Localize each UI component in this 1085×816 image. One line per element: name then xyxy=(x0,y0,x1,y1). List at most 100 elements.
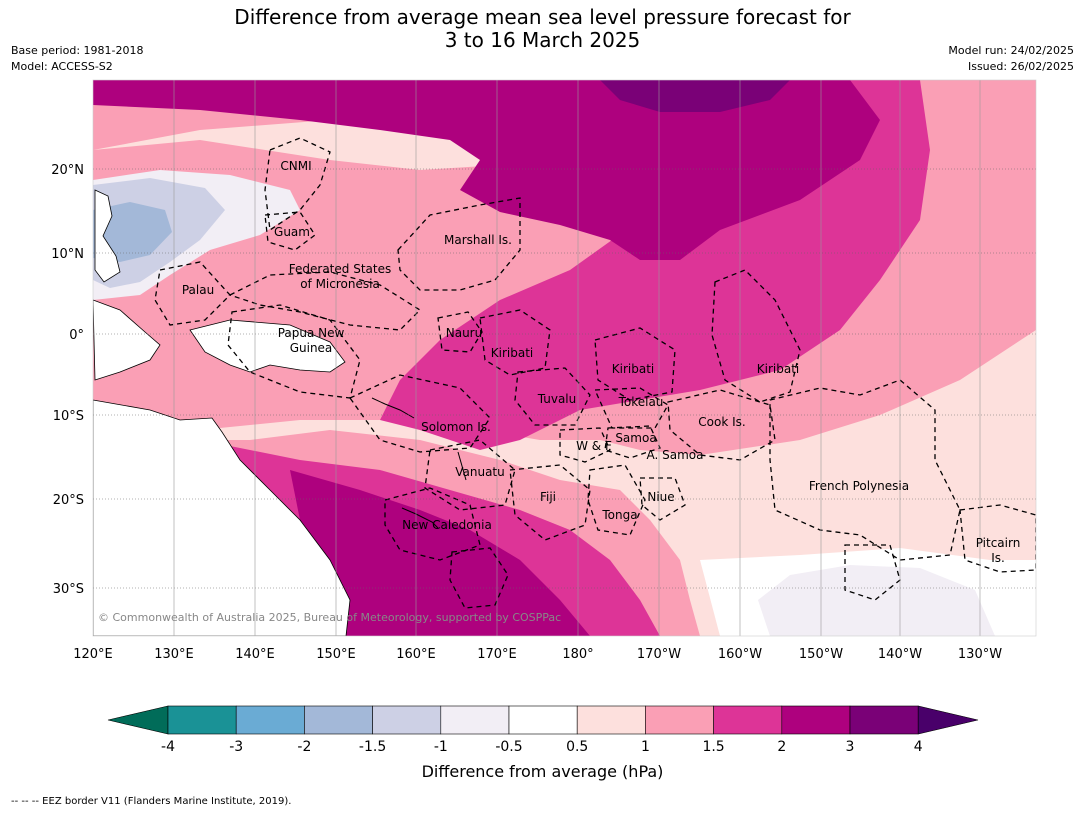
landmass-new-guinea xyxy=(189,319,346,373)
region-label: New Caledonia xyxy=(402,518,492,532)
colorbar-segment xyxy=(372,705,442,735)
colorbar-segment xyxy=(849,705,919,735)
longitude-label: 160°W xyxy=(718,647,762,662)
longitude-label: 150°W xyxy=(799,647,843,662)
meta-left: Base period: 1981-2018 Model: ACCESS-S2 xyxy=(11,43,143,75)
longitude-labels: 120°E 130°E 140°E 150°E 160°E 170°E 180° 170°W 1… xyxy=(73,647,1002,662)
eez-micronesia xyxy=(228,271,422,331)
copyright-notice: © Commonwealth of Australia 2025, Bureau… xyxy=(98,611,561,624)
meta-right: Model run: 24/02/2025 Issued: 26/02/2025 xyxy=(948,43,1074,75)
colorbar-tick-label: -4 xyxy=(161,739,175,755)
region-label: Cook Is. xyxy=(698,415,745,429)
landmass-new-caledonia xyxy=(401,507,439,529)
longitude-label: 130°W xyxy=(958,647,1002,662)
anomaly-3-4-core xyxy=(600,80,790,112)
colorbar-segment xyxy=(508,705,578,735)
model-name: Model: ACCESS-S2 xyxy=(11,60,113,73)
eez-borders xyxy=(154,137,1036,609)
colorbar-segment xyxy=(235,705,305,735)
region-label: Marshall Is. xyxy=(444,233,512,247)
anomaly-neg-0.5-southeast xyxy=(758,565,995,636)
longitude-label: 170°E xyxy=(477,647,517,662)
eez-guam xyxy=(264,211,316,251)
longitude-label: 120°E xyxy=(73,647,113,662)
region-label: Guinea xyxy=(290,341,333,355)
latitude-label: 20°S xyxy=(53,493,84,508)
region-label: Solomon Is. xyxy=(421,420,491,434)
region-label: Federated States xyxy=(289,262,391,276)
longitude-label: 180° xyxy=(562,647,593,662)
model-run: Model run: 24/02/2025 xyxy=(948,44,1074,57)
region-label: CNMI xyxy=(280,159,311,173)
latitude-label: 10°S xyxy=(53,409,84,424)
region-label: Niue xyxy=(647,490,674,504)
region-label: A. Samoa xyxy=(647,448,704,462)
title-line-2: 3 to 16 March 2025 xyxy=(444,28,641,52)
colorbar-tick-label: 3 xyxy=(846,739,855,755)
title-line-1: Difference from average mean sea level p… xyxy=(234,5,851,29)
region-label: Kiribati xyxy=(491,346,533,360)
region-label: Vanuatu xyxy=(455,465,505,479)
region-label: Tokelau xyxy=(618,395,664,409)
eez-kiribati-line xyxy=(711,269,801,403)
colorbar-tick-label: -2 xyxy=(297,739,311,755)
longitude-label: 140°E xyxy=(235,647,275,662)
eez-pitcairn xyxy=(959,504,1036,573)
anomaly-neg-1.5-west xyxy=(93,202,172,262)
colorbar-label: Difference from average (hPa) xyxy=(421,762,664,781)
eez-samoa xyxy=(604,425,661,459)
colorbar-segment xyxy=(440,705,510,735)
eez-footnote: -- -- -- EEZ border V11 (Flanders Marine… xyxy=(11,796,292,807)
region-label: Papua New xyxy=(278,326,345,340)
region-label: Nauru xyxy=(446,326,482,340)
colorbar: -4 -3 -2 -1.5 -1 -0.5 0.5 1 1.5 2 3 4 xyxy=(107,705,979,755)
eez-tokelau xyxy=(594,387,669,429)
colorbar-segment xyxy=(167,705,237,735)
region-label: Tuvalu xyxy=(537,392,577,406)
eez-austral xyxy=(844,544,901,601)
map-field xyxy=(93,80,1036,636)
eez-palau xyxy=(154,261,231,326)
longitude-label: 140°W xyxy=(878,647,922,662)
eez-french-polynesia xyxy=(769,379,961,561)
colorbar-segment xyxy=(304,705,373,735)
latitude-label: 30°S xyxy=(53,582,84,597)
eez-kiribati-phoenix xyxy=(594,327,676,401)
region-label: W & F xyxy=(576,439,612,453)
landmass-australia xyxy=(93,399,351,636)
issued-date: Issued: 26/02/2025 xyxy=(967,60,1074,73)
region-label: Fiji xyxy=(540,490,556,504)
eez-marshall xyxy=(397,197,521,291)
region-label: Guam xyxy=(274,225,310,239)
anomaly-1-1.5-north-mask xyxy=(93,80,520,170)
latitude-label: 0° xyxy=(69,328,84,343)
colorbar-high-extend xyxy=(917,705,979,735)
latitude-labels: 20°N 10°N 0° 10°S 20°S 30°S xyxy=(51,163,84,597)
base-period: Base period: 1981-2018 xyxy=(11,44,144,57)
region-label: Palau xyxy=(182,283,214,297)
eez-cook xyxy=(667,389,776,461)
colorbar-tick-label: -3 xyxy=(229,739,243,755)
latitude-label: 10°N xyxy=(51,247,84,262)
colorbar-tick-label: 4 xyxy=(914,739,923,755)
colorbar-segment xyxy=(781,705,851,735)
map-frame xyxy=(92,79,1037,637)
latitude-label: 20°N xyxy=(51,163,84,178)
eez-kiribati-gilbert xyxy=(479,309,551,376)
longitude-label: 150°E xyxy=(316,647,356,662)
colorbar-tick-label: -1.5 xyxy=(359,739,386,755)
region-label: of Micronesia xyxy=(300,277,380,291)
longitude-label: 160°E xyxy=(396,647,436,662)
region-label: Is. xyxy=(991,551,1005,565)
region-label: Samoa xyxy=(615,431,656,445)
landmass-vanuatu xyxy=(457,451,467,481)
map-title: Difference from average mean sea level p… xyxy=(0,6,1085,52)
landmass-solomon-islands xyxy=(371,397,415,419)
eez-vanuatu xyxy=(424,439,516,511)
eez-cnmi xyxy=(264,137,331,232)
eez-solomon xyxy=(349,374,491,453)
colorbar-low-extend xyxy=(107,705,169,735)
eez-tuvalu xyxy=(514,367,591,426)
colorbar-tick-label: 0.5 xyxy=(566,739,588,755)
